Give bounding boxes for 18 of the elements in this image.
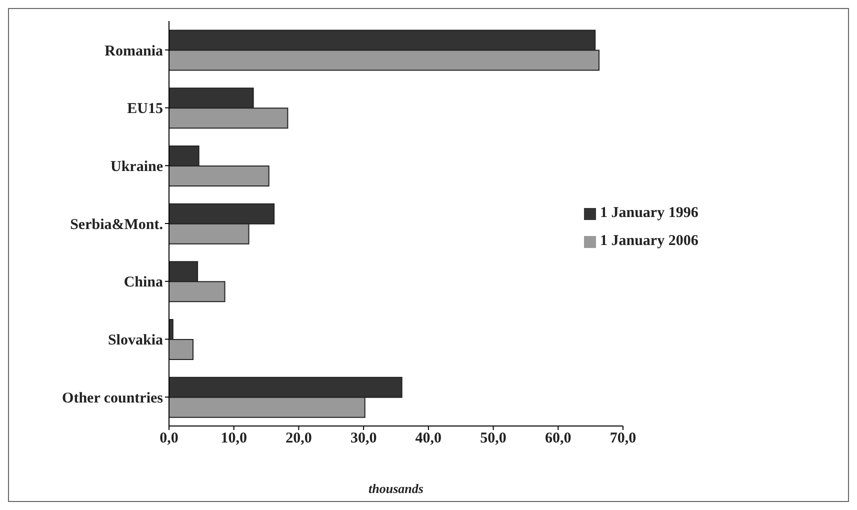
y-tick-label: Slovakia	[108, 332, 164, 349]
x-tick-label: 60,0	[545, 430, 572, 447]
x-tick-label: 50,0	[480, 430, 506, 447]
y-tick-label: Serbia&Mont.	[70, 216, 164, 233]
x-tick-label: 40,0	[415, 430, 442, 447]
x-tick-label: 70,0	[610, 430, 636, 447]
x-axis-title: thousands	[368, 481, 424, 496]
legend-label: 1 January 2006	[600, 233, 698, 249]
x-tick-label: 10,0	[220, 430, 247, 447]
legend-label: 1 January 1996	[600, 205, 698, 221]
x-tick-label: 0,0	[160, 430, 178, 447]
y-tick-label: Ukraine	[110, 158, 164, 175]
x-tick-label: 20,0	[286, 430, 312, 447]
x-tick-label: 30,0	[350, 430, 377, 447]
y-tick-label: EU15	[127, 101, 163, 118]
y-tick-label: China	[124, 274, 164, 291]
y-tick-label: Romania	[104, 43, 164, 60]
y-tick-label: Other countries	[62, 390, 164, 406]
